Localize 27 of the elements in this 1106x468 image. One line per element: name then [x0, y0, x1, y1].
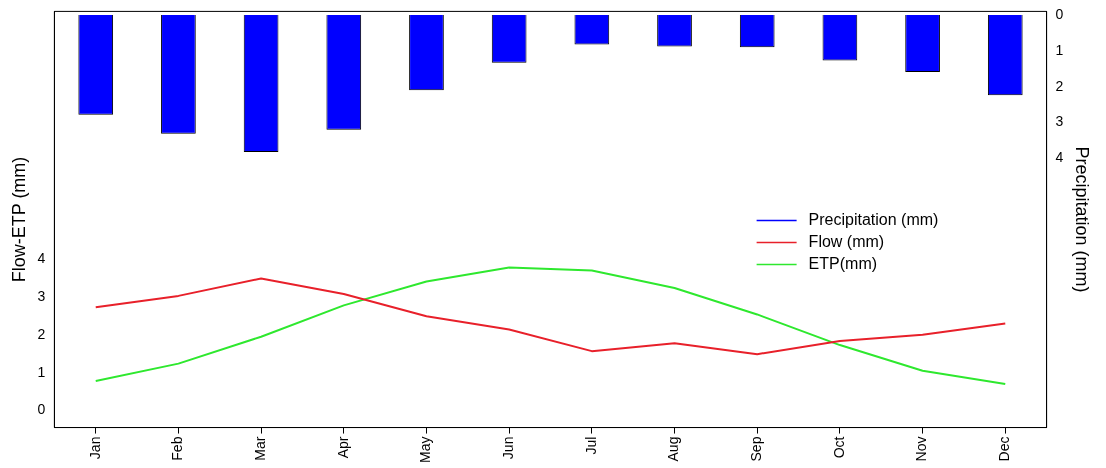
y-axis-title: Flow-ETP (mm) [8, 156, 29, 283]
legend-label: ETP(mm) [808, 254, 878, 272]
x-tick-label: May [417, 436, 434, 463]
x-tick-label: Apr [334, 436, 351, 459]
x-tick-label: Sep [748, 436, 765, 462]
x-tick-label: Jul [582, 436, 599, 455]
x-tick-label: Aug [665, 436, 682, 462]
x-tick-label: Nov [913, 436, 930, 462]
legend-label: Flow (mm) [808, 232, 885, 250]
x-tick-label: Oct [830, 436, 847, 459]
legend-label: Precipitation (mm) [808, 210, 939, 228]
y2-tick-label: 0 [1055, 5, 1064, 22]
y2-tick-label: 3 [1055, 113, 1064, 130]
y-tick-label: 0 [37, 401, 46, 418]
y-tick-label: 3 [37, 287, 46, 304]
x-tick-label: Dec [996, 436, 1013, 462]
x-tick-label: Jan [86, 436, 103, 460]
x-tick-label: Jun [500, 436, 517, 460]
y-tick-label: 1 [37, 363, 46, 380]
x-tick-label: Feb [169, 436, 186, 461]
y2-tick-label: 4 [1055, 149, 1064, 166]
y-tick-label: 2 [37, 325, 46, 342]
y2-tick-label: 2 [1055, 77, 1064, 94]
y-tick-label: 4 [37, 250, 46, 267]
x-tick-label: Mar [251, 436, 268, 461]
y2-axis-title: Precipitation (mm) [1072, 146, 1093, 293]
y2-tick-label: 1 [1055, 41, 1064, 58]
